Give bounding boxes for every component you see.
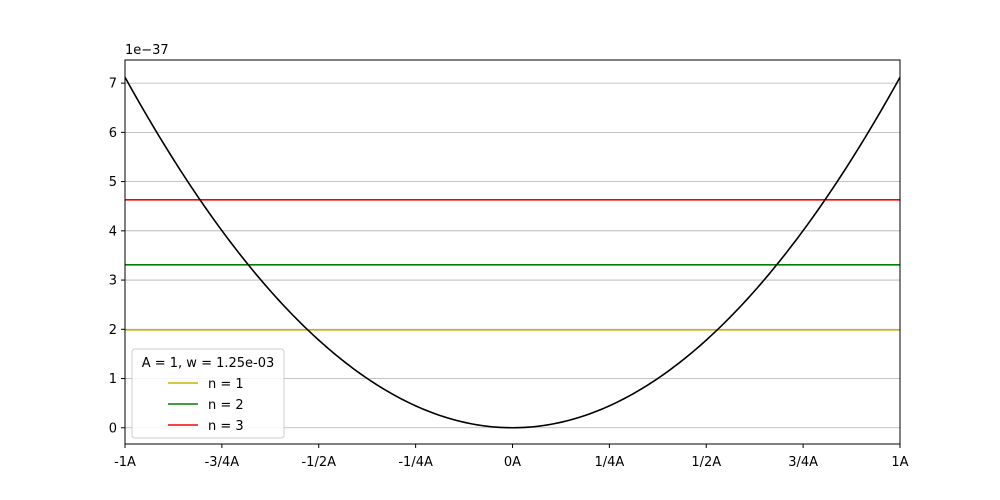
y-tick-label-5: 5 (109, 175, 117, 190)
y-offset-label: 1e−37 (125, 43, 169, 58)
y-tick-label-2: 2 (109, 323, 117, 338)
x-tick-label-3: -1/4A (398, 455, 433, 470)
legend-box (131, 348, 285, 439)
legend-label-1: n = 1 (208, 377, 244, 392)
x-axis: -1A -3/4A -1/2A -1/4A 0A 1/4A 1/2A 3/4A 1A (114, 444, 909, 470)
legend-items: n = 1 n = 2 n = 3 (168, 377, 244, 434)
y-tick-label-0: 0 (109, 421, 117, 436)
legend: A = 1, w = 1.25e-03 n = 1 n = 2 n = 3 (131, 348, 285, 439)
x-tick-label-7: 3/4A (788, 455, 818, 470)
x-tick-label-6: 1/2A (691, 455, 721, 470)
y-tick-label-3: 3 (109, 274, 117, 289)
potential-curve (124, 76, 901, 429)
y-tick-label-7: 7 (109, 77, 117, 92)
y-tick-label-4: 4 (109, 224, 117, 239)
x-tick-label-8: 1A (891, 455, 908, 470)
energy-level-lines (125, 199, 900, 331)
x-tick-label-5: 1/4A (594, 455, 624, 470)
x-tick-label-0: -1A (114, 455, 136, 470)
y-axis: 0 1 2 3 4 5 6 7 (109, 77, 125, 436)
x-tick-label-2: -1/2A (301, 455, 336, 470)
legend-label-2: n = 2 (208, 398, 244, 413)
legend-label-3: n = 3 (208, 419, 244, 434)
x-tick-label-1: -3/4A (205, 455, 240, 470)
y-tick-label-6: 6 (109, 126, 117, 141)
y-tick-label-1: 1 (109, 372, 117, 387)
legend-title: A = 1, w = 1.25e-03 (142, 356, 275, 371)
x-tick-label-4: 0A (504, 455, 521, 470)
